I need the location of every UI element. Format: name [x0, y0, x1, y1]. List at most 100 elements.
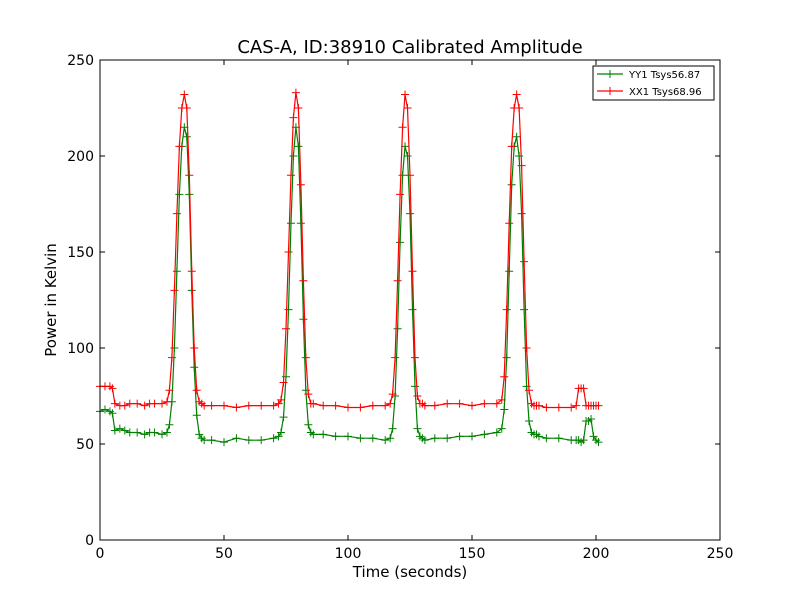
data-point [185, 171, 194, 180]
data-point [500, 405, 509, 414]
data-point [165, 420, 174, 429]
x-tick-label: 0 [96, 546, 105, 562]
data-point [587, 415, 596, 424]
data-point [507, 180, 516, 189]
data-point [420, 436, 429, 445]
data-point [100, 405, 109, 414]
data-point [410, 353, 419, 362]
data-point [386, 399, 395, 408]
data-point [396, 238, 405, 247]
data-point [502, 353, 511, 362]
legend-label: YY1 Tsys56.87 [628, 70, 700, 81]
data-point [413, 392, 422, 400]
data-point [542, 403, 551, 412]
data-point [257, 401, 266, 410]
data-point [410, 382, 419, 391]
data-point [403, 152, 412, 160]
data-point [344, 403, 352, 412]
data-point [443, 434, 452, 443]
x-tick-label: 150 [459, 546, 486, 562]
data-point [502, 305, 511, 314]
legend-label: XX1 Tsys68.96 [629, 87, 702, 98]
data-point [468, 401, 476, 410]
data-point [455, 399, 464, 408]
y-tick-label: 250 [67, 53, 94, 69]
legend: YY1 Tsys56.87 XX1 Tsys68.96 [592, 65, 715, 101]
data-point [170, 286, 179, 295]
data-point [497, 424, 506, 433]
data-point [192, 386, 201, 395]
data-point [497, 395, 506, 404]
data-point [269, 401, 278, 410]
data-point [120, 426, 129, 435]
data-point [542, 434, 551, 443]
data-point [515, 152, 524, 160]
data-point [594, 401, 603, 410]
data-point [391, 353, 400, 362]
data-point [572, 401, 581, 410]
data-point [140, 430, 149, 439]
x-tick-label: 250 [707, 546, 734, 562]
data-point [480, 430, 489, 439]
data-point [480, 399, 489, 408]
data-point [512, 132, 521, 141]
data-point [172, 209, 181, 218]
data-point [522, 344, 531, 352]
data-point [381, 401, 390, 410]
data-point [525, 386, 534, 395]
data-point [182, 104, 191, 112]
data-point [319, 430, 328, 439]
plot-area [100, 60, 720, 540]
data-point [430, 434, 439, 443]
data-point [403, 104, 412, 112]
y-tick-label: 50 [76, 437, 94, 453]
data-point [296, 180, 305, 189]
data-point [291, 88, 300, 97]
data-point [232, 403, 241, 412]
data-point [289, 113, 298, 122]
data-point [398, 171, 407, 180]
legend-swatch-marker [606, 87, 614, 95]
data-point [554, 434, 563, 443]
legend-swatch-marker [606, 70, 614, 78]
data-point [190, 363, 199, 372]
data-point [172, 267, 181, 276]
data-point [430, 401, 439, 410]
series-1 [96, 88, 603, 412]
data-point [187, 267, 196, 276]
data-point [244, 401, 253, 410]
data-point [286, 219, 295, 228]
legend-box [592, 65, 715, 101]
data-point [534, 432, 543, 441]
chart-title: CAS-A, ID:38910 Calibrated Amplitude [237, 37, 582, 58]
data-point [284, 248, 293, 256]
data-point [200, 436, 209, 445]
data-point [115, 424, 124, 433]
data-point [277, 428, 286, 437]
data-point [344, 432, 352, 441]
data-point [492, 428, 501, 437]
data-point [277, 395, 286, 404]
data-point [455, 432, 464, 441]
data-point [579, 436, 588, 445]
data-point [517, 161, 526, 170]
data-point [269, 434, 278, 443]
data-point [167, 353, 176, 362]
data-point [175, 190, 184, 199]
data-point [406, 171, 414, 180]
data-point [554, 403, 563, 412]
data-point [393, 276, 402, 285]
data-point [388, 424, 397, 433]
data-point [398, 123, 407, 132]
data-point [515, 104, 524, 112]
x-tick-label: 200 [583, 546, 610, 562]
data-point [309, 399, 318, 408]
x-tick-label: 50 [215, 546, 233, 562]
data-point [220, 401, 228, 410]
data-point [125, 428, 134, 437]
data-point [192, 411, 201, 420]
data-point [180, 90, 189, 99]
data-point [388, 390, 397, 399]
data-point [534, 401, 543, 410]
data-point [158, 430, 166, 439]
